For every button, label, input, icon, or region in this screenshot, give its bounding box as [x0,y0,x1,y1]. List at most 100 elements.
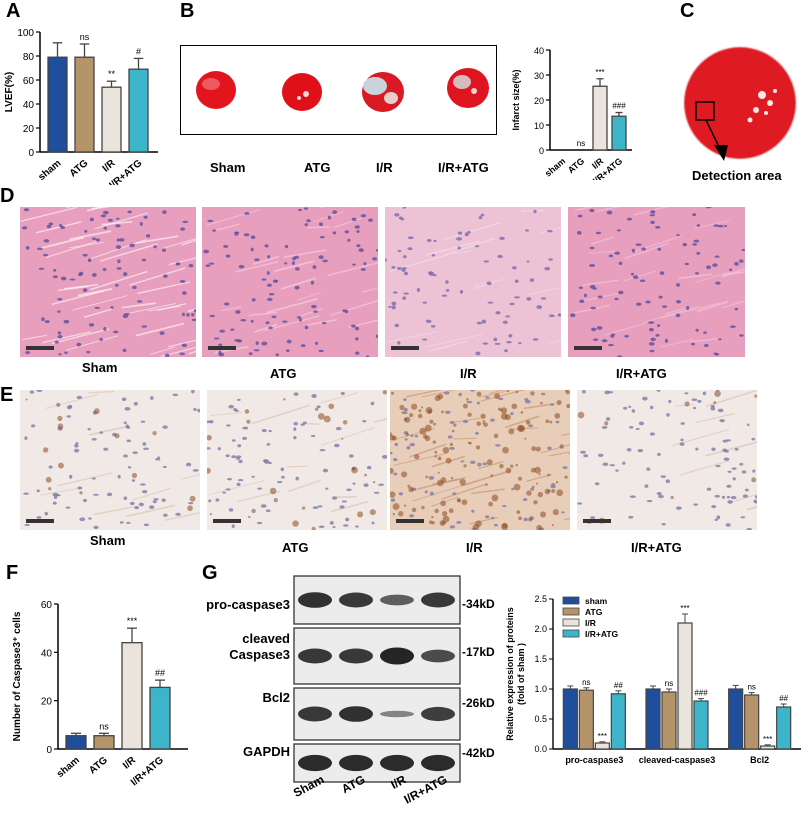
group-label-e-sham: Sham [90,533,126,548]
x-tick-label: sham [36,158,63,183]
legend-swatch [562,596,580,605]
blot-band [298,706,332,722]
bar-sham-cleaved-caspase3 [645,688,661,750]
blot-band [380,754,414,772]
detection-heart [683,46,797,161]
blot-kd-34: -34kD [462,597,495,611]
he-image-atg [202,207,378,357]
blot-band [339,648,373,664]
blot-band [421,706,455,722]
blot-band [421,649,455,663]
ihc-image-ir [390,390,570,530]
bar-I/R+ATG [149,686,171,750]
blot-band [339,592,373,608]
bar-I/R [121,642,143,750]
western-blot [293,575,461,783]
y-tick-label: 80 [23,52,35,63]
y-tick-label: 60 [41,600,53,611]
blot-lane-label: I/R [388,772,408,792]
bar-sham [65,735,87,750]
panel-label-g: G [202,562,218,584]
group-label-b-atg: ATG [304,160,331,175]
chart-g-relative-expression: 0.0 0.5 1.0 1.5 2.0 2.5 Relative expression of… [505,594,801,765]
significance-mark: ns [747,683,755,692]
group-label-b-ir-atg: I/R+ATG [438,160,489,175]
chart-a-lvef: 020406080100LVEF(%)shamnsATG**I/R#I/R+AT… [4,28,158,185]
panel-label-f: F [6,562,19,584]
bar-I/R+ATG-pro-caspase3 [610,693,626,750]
y-tick-label: 20 [41,697,53,708]
x-tick-label: I/R [121,754,138,771]
ihc-image-ir-atg [577,390,757,530]
panel-label-b: B [180,0,195,22]
y-axis-label: Relative expression of proteins [505,607,515,741]
bar-I/R-cleaved-caspase3 [677,622,693,750]
y-tick-label: 100 [17,28,34,39]
tissue-texture [390,390,570,530]
ihc-image-atg [207,390,387,530]
blot-label-pro-caspase3: pro-caspase3 [206,597,290,612]
he-image-sham [20,207,196,357]
blot-band [421,592,455,608]
blot-band [339,754,373,772]
heart-slice-ir [362,72,404,112]
x-tick-label: cleaved-caspase3 [639,755,716,765]
significance-mark: # [136,46,141,56]
significance-mark: ns [80,32,90,42]
significance-mark: ns [582,678,590,687]
y-tick-label: 0 [28,148,34,159]
significance-mark: ## [614,681,623,690]
blot-band [298,648,332,664]
he-image-ir [385,207,561,357]
y-tick-label: 0.5 [534,714,547,724]
tissue-texture [203,207,378,357]
significance-mark: *** [595,68,604,77]
bar-I/R+ATG [128,68,149,153]
blot-label-gapdh: GAPDH [243,744,290,759]
bar-ATG-Bcl2 [744,694,760,750]
group-label-e-ir: I/R [466,540,483,555]
significance-mark: *** [127,616,138,626]
y-tick-label: 1.0 [534,684,547,694]
panel-label-a: A [6,0,21,22]
chart-f-caspase3-cells: 0 20 40 60 Number of Caspase3⁺ cells sham ns AT… [12,600,188,788]
x-tick-label: pro-caspase3 [565,755,623,765]
tissue-texture [577,390,757,530]
heart-slice-sham [196,71,236,109]
y-tick-label: 40 [23,100,35,111]
heart-slice-atg [282,73,322,111]
legend-swatch [562,607,580,616]
legend-entry: ATG [585,607,603,617]
group-label-d-ir: I/R [460,366,477,381]
y-tick-label: 2.0 [534,624,547,634]
y-tick-label: 0 [46,745,52,756]
ihc-image-sham [20,390,200,530]
bar-sham-pro-caspase3 [562,688,578,750]
blot-band [421,754,455,772]
he-image-ir-atg [568,207,745,357]
blot-lane-label: I/R+ATG [402,772,450,806]
legend-entry: I/R+ATG [585,629,619,639]
bar-I/R [101,86,122,153]
legend-entry: sham [585,596,608,606]
bar-I/R+ATG-Bcl2 [776,706,792,750]
y-tick-label: 20 [534,96,544,106]
significance-mark: *** [598,732,607,741]
significance-mark: ## [155,668,165,678]
y-tick-label: 10 [534,121,544,131]
blot-label-cleaved-caspase3: cleaved Caspase3 [229,631,290,662]
blot-band [380,710,414,718]
y-tick-label: 60 [23,76,35,87]
significance-mark: *** [680,604,689,613]
heart-slices-box [180,45,497,135]
blot-lane-labels: Sham ATG I/RI/R+ATG [291,772,450,806]
blot-label-bcl2: Bcl2 [262,690,290,705]
significance-mark: ### [612,102,626,111]
bar-I/R+ATG [611,115,627,151]
group-label-e-atg: ATG [282,540,309,555]
y-tick-label: 0.0 [534,744,547,754]
tissue-texture [570,207,745,357]
x-tick-label: sham [543,156,567,179]
y-tick-label: 40 [534,46,544,56]
blot-lane-label: ATG [339,772,367,796]
